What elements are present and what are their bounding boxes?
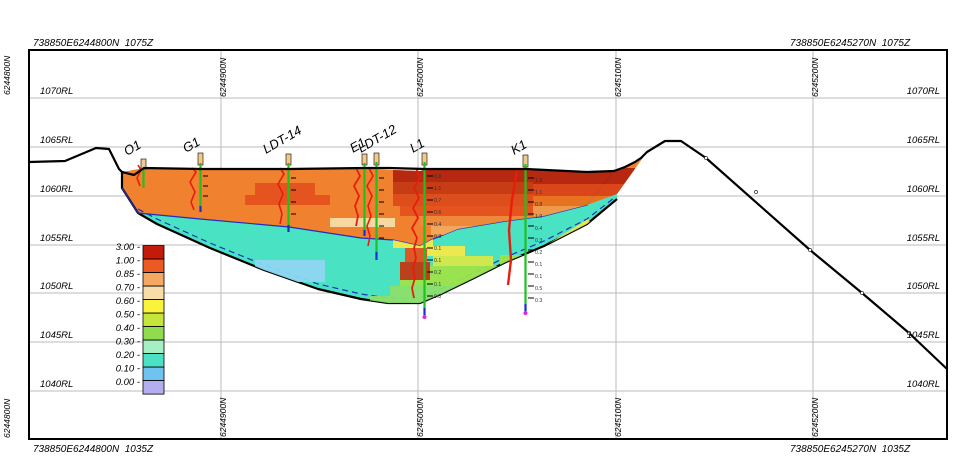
svg-text:0.1: 0.1 — [535, 274, 542, 280]
svg-text:0.50 -: 0.50 - — [116, 310, 140, 321]
svg-text:6245100N: 6245100N — [613, 397, 623, 437]
svg-text:0.4: 0.4 — [535, 226, 542, 232]
svg-text:1065RL: 1065RL — [907, 135, 940, 146]
svg-text:1060RL: 1060RL — [40, 184, 73, 195]
svg-text:1.8: 1.8 — [535, 178, 542, 184]
svg-text:6245200N: 6245200N — [810, 397, 820, 437]
svg-text:1.1: 1.1 — [434, 186, 441, 192]
svg-text:0.00 -: 0.00 - — [116, 377, 140, 388]
svg-text:0.8: 0.8 — [535, 202, 542, 208]
svg-text:0.10 -: 0.10 - — [116, 364, 140, 375]
svg-text:0.1: 0.1 — [434, 282, 441, 288]
svg-text:1.1: 1.1 — [535, 190, 542, 196]
svg-text:0.6: 0.6 — [434, 210, 441, 216]
svg-text:0.3: 0.3 — [434, 234, 441, 240]
svg-text:0.70 -: 0.70 - — [116, 283, 140, 294]
svg-text:1040RL: 1040RL — [907, 379, 940, 390]
svg-text:0.60 -: 0.60 - — [116, 296, 140, 307]
svg-text:0.85 -: 0.85 - — [116, 269, 140, 280]
svg-text:6244800N: 6244800N — [2, 55, 12, 95]
svg-text:1050RL: 1050RL — [907, 281, 940, 292]
svg-text:1070RL: 1070RL — [907, 86, 940, 97]
svg-text:6245000N: 6245000N — [415, 397, 425, 437]
svg-text:0.1: 0.1 — [434, 246, 441, 252]
svg-text:6244900N: 6244900N — [218, 397, 228, 437]
svg-text:6245200N: 6245200N — [810, 57, 820, 97]
svg-text:1045RL: 1045RL — [40, 330, 73, 341]
svg-text:1055RL: 1055RL — [907, 233, 940, 244]
svg-text:0.1: 0.1 — [535, 262, 542, 268]
svg-text:0.3: 0.3 — [535, 238, 542, 244]
svg-text:738850E6245270N 1035Z: 738850E6245270N 1035Z — [790, 444, 911, 455]
svg-text:1045RL: 1045RL — [907, 330, 940, 341]
svg-text:6244900N: 6244900N — [218, 57, 228, 97]
svg-text:1065RL: 1065RL — [40, 135, 73, 146]
svg-text:0.5: 0.5 — [535, 286, 542, 292]
svg-text:0.2: 0.2 — [434, 270, 441, 276]
svg-text:1.0: 1.0 — [535, 214, 542, 220]
svg-text:0.1: 0.1 — [434, 258, 441, 264]
svg-text:0.8: 0.8 — [434, 174, 441, 180]
svg-text:0.4: 0.4 — [434, 222, 441, 228]
svg-text:6244800N: 6244800N — [2, 398, 12, 438]
svg-text:0.7: 0.7 — [434, 198, 441, 204]
svg-text:0.30 -: 0.30 - — [116, 337, 140, 348]
svg-text:0.8: 0.8 — [434, 294, 441, 300]
svg-text:738850E6244800N 1075Z: 738850E6244800N 1075Z — [33, 38, 154, 49]
svg-text:0.3: 0.3 — [535, 298, 542, 304]
svg-text:1070RL: 1070RL — [40, 86, 73, 97]
svg-text:1055RL: 1055RL — [40, 233, 73, 244]
svg-text:0.20 -: 0.20 - — [116, 350, 140, 361]
svg-text:1060RL: 1060RL — [907, 184, 940, 195]
svg-text:0.2: 0.2 — [535, 250, 542, 256]
svg-text:6245100N: 6245100N — [613, 57, 623, 97]
svg-text:1050RL: 1050RL — [40, 281, 73, 292]
svg-text:738850E6245270N 1075Z: 738850E6245270N 1075Z — [790, 38, 911, 49]
svg-text:0.40 -: 0.40 - — [116, 323, 140, 334]
svg-text:1040RL: 1040RL — [40, 379, 73, 390]
svg-text:6245000N: 6245000N — [415, 57, 425, 97]
svg-text:3.00 -: 3.00 - — [116, 242, 140, 253]
svg-text:1.00 -: 1.00 - — [116, 256, 140, 267]
svg-text:738850E6244800N 1035Z: 738850E6244800N 1035Z — [33, 444, 154, 455]
